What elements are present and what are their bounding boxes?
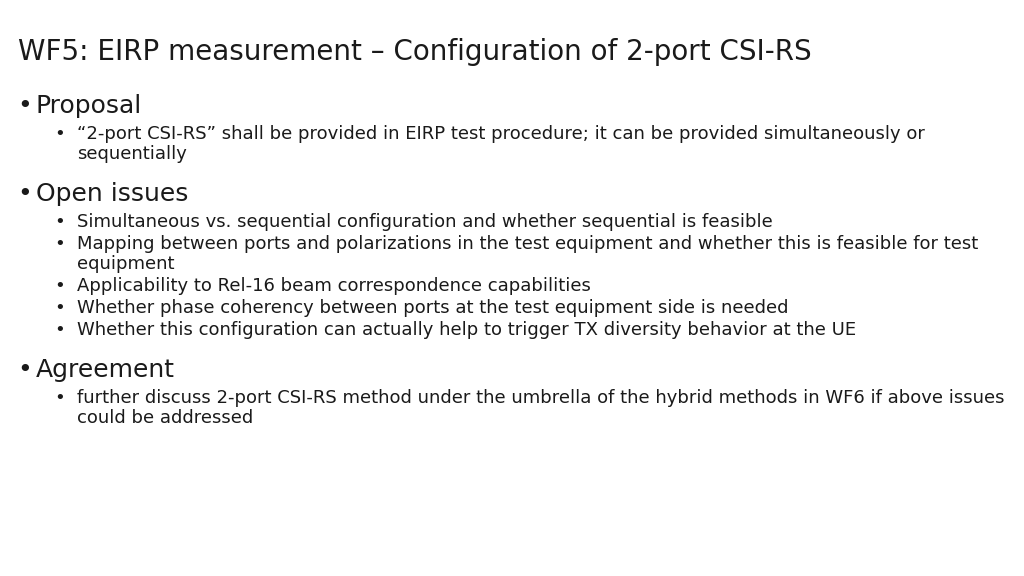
Text: “2-port CSI-RS” shall be provided in EIRP test procedure; it can be provided sim: “2-port CSI-RS” shall be provided in EIR… bbox=[77, 125, 925, 143]
Text: Agreement: Agreement bbox=[36, 358, 175, 382]
Text: •: • bbox=[17, 182, 32, 206]
Text: •: • bbox=[17, 358, 32, 382]
Text: sequentially: sequentially bbox=[77, 145, 186, 163]
Text: could be addressed: could be addressed bbox=[77, 409, 253, 427]
Text: •: • bbox=[54, 277, 65, 295]
Text: WF5: EIRP measurement – Configuration of 2-port CSI-RS: WF5: EIRP measurement – Configuration of… bbox=[18, 38, 812, 66]
Text: Open issues: Open issues bbox=[36, 182, 188, 206]
Text: equipment: equipment bbox=[77, 255, 174, 273]
Text: •: • bbox=[54, 235, 65, 253]
Text: Whether this configuration can actually help to trigger TX diversity behavior at: Whether this configuration can actually … bbox=[77, 321, 856, 339]
Text: •: • bbox=[54, 321, 65, 339]
Text: Simultaneous vs. sequential configuration and whether sequential is feasible: Simultaneous vs. sequential configuratio… bbox=[77, 213, 772, 231]
Text: Proposal: Proposal bbox=[36, 94, 142, 118]
Text: •: • bbox=[17, 94, 32, 118]
Text: •: • bbox=[54, 389, 65, 407]
Text: further discuss 2-port CSI-RS method under the umbrella of the hybrid methods in: further discuss 2-port CSI-RS method und… bbox=[77, 389, 1005, 407]
Text: Mapping between ports and polarizations in the test equipment and whether this i: Mapping between ports and polarizations … bbox=[77, 235, 978, 253]
Text: •: • bbox=[54, 299, 65, 317]
Text: •: • bbox=[54, 125, 65, 143]
Text: •: • bbox=[54, 213, 65, 231]
Text: Applicability to Rel-16 beam correspondence capabilities: Applicability to Rel-16 beam corresponde… bbox=[77, 277, 591, 295]
Text: Whether phase coherency between ports at the test equipment side is needed: Whether phase coherency between ports at… bbox=[77, 299, 788, 317]
